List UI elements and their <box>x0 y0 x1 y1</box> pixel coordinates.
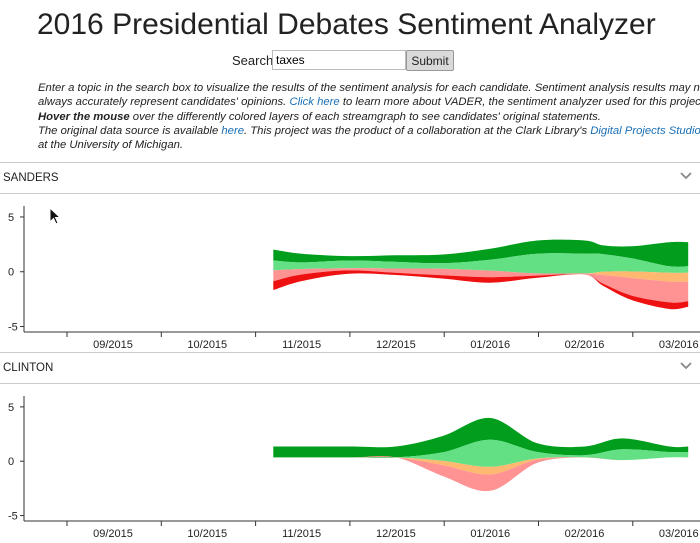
description: Enter a topic in the search box to visua… <box>38 81 700 152</box>
x-tick-label: 10/2015 <box>187 339 227 351</box>
page-title: 2016 Presidential Debates Sentiment Anal… <box>37 8 656 41</box>
candidate-name: CLINTON <box>3 362 54 374</box>
data-source-link[interactable]: here <box>221 124 244 137</box>
streamgraph-clinton[interactable]: 5 0 -5 09/2015 10/2015 11/2015 12/2015 01/2016 0… <box>0 384 700 543</box>
description-text: The original data source is available <box>38 124 222 137</box>
stream-layer-neutral[interactable] <box>273 268 689 282</box>
x-tick-label: 02/2016 <box>565 528 605 540</box>
description-line-1: Enter a topic in the search box to visua… <box>38 82 700 94</box>
x-tick-label: 10/2015 <box>187 528 227 540</box>
candidate-name: SANDERS <box>3 172 59 184</box>
description-text: to learn more about VADER, the sentiment… <box>339 96 700 109</box>
submit-button[interactable]: Submit <box>406 50 454 71</box>
section-header-clinton[interactable]: CLINTON <box>0 352 700 384</box>
streamgraph-sanders[interactable]: 5 0 -5 09/2015 10/2015 11/2015 12/2015 01/2016 0… <box>0 194 700 354</box>
stream-layer-negative_light[interactable] <box>273 456 689 492</box>
x-tick-label: 11/2015 <box>282 339 321 351</box>
x-tick-label: 03/2016 <box>659 528 699 540</box>
y-tick-label: 0 <box>8 267 14 279</box>
y-tick-label: -5 <box>8 511 18 523</box>
stream-layer-positive_dark[interactable] <box>273 239 689 267</box>
x-tick-label: 02/2016 <box>565 339 605 351</box>
y-tick-label: 0 <box>8 456 14 468</box>
search-input[interactable] <box>272 50 406 70</box>
y-tick-label: 5 <box>8 402 14 414</box>
search-label: Search: <box>232 53 277 68</box>
y-tick-label: -5 <box>8 322 18 334</box>
y-tick-label: 5 <box>8 212 14 224</box>
stream-layer-positive_dark[interactable] <box>273 417 689 458</box>
stream-layer-negative_light[interactable] <box>273 268 689 303</box>
x-tick-label: 01/2016 <box>470 339 510 351</box>
x-tick-label: 12/2015 <box>376 528 416 540</box>
x-tick-label: 03/2016 <box>659 339 699 351</box>
description-line-5: at the University of Michigan. <box>38 139 184 152</box>
stream-layer-positive_light[interactable] <box>273 253 689 274</box>
hover-hint-bold: Hover the mouse <box>38 110 130 123</box>
chevron-down-icon[interactable] <box>680 361 692 371</box>
stream-layer-negative_dark[interactable] <box>273 270 689 310</box>
stream-layer-neutral[interactable] <box>273 456 689 475</box>
hover-hint-text: over the differently colored layers of e… <box>129 110 601 123</box>
section-header-sanders[interactable]: SANDERS <box>0 162 700 194</box>
x-tick-label: 01/2016 <box>470 528 510 540</box>
vader-link[interactable]: Click here <box>289 96 340 109</box>
mouse-pointer-icon <box>49 207 61 225</box>
x-tick-label: 11/2015 <box>282 528 321 540</box>
digital-projects-studio-link[interactable]: Digital Projects Studio <box>590 124 700 137</box>
chevron-down-icon[interactable] <box>680 171 692 181</box>
x-tick-label: 09/2015 <box>93 339 133 351</box>
x-tick-label: 09/2015 <box>93 528 133 540</box>
description-text: . This project was the product of a coll… <box>244 124 591 137</box>
stream-layer-positive_light[interactable] <box>273 439 689 467</box>
x-tick-label: 12/2015 <box>376 339 416 351</box>
description-text: always accurately represent candidates' … <box>38 96 290 109</box>
